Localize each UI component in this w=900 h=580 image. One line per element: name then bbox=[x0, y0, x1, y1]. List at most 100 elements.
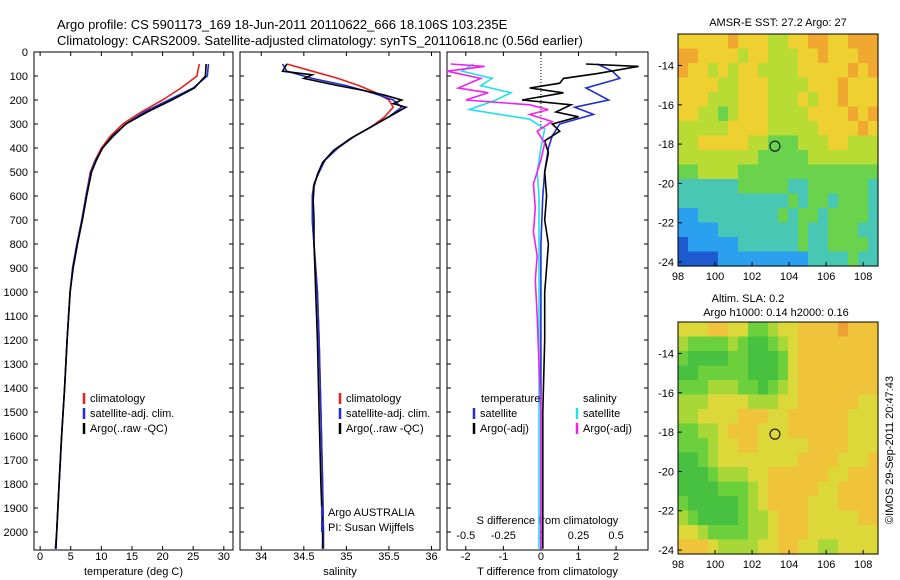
map-cell bbox=[858, 322, 869, 338]
map-cell bbox=[818, 222, 829, 238]
map-cell bbox=[738, 394, 749, 410]
x2-tick-label: 0.5 bbox=[608, 530, 623, 542]
series-line-satellite-adj-clim- bbox=[281, 63, 403, 549]
map-y-tick-label: -20 bbox=[658, 178, 674, 190]
map-cell bbox=[738, 150, 749, 166]
map-y-tick-label: -14 bbox=[658, 348, 674, 360]
map-cell bbox=[778, 135, 789, 151]
map-cell bbox=[808, 237, 819, 253]
map-cell bbox=[738, 193, 749, 209]
map-cell bbox=[698, 135, 709, 151]
map-cell bbox=[748, 481, 759, 497]
map-cell bbox=[748, 365, 759, 381]
map-cell bbox=[738, 121, 749, 137]
map-cell bbox=[848, 208, 859, 224]
map-cell bbox=[768, 237, 779, 253]
map-cell bbox=[688, 251, 699, 267]
map-cell bbox=[768, 481, 779, 497]
map-y-tick-label: -22 bbox=[658, 506, 674, 518]
map-title: Altim. SLA: 0.2 bbox=[712, 293, 785, 305]
map-cell bbox=[768, 179, 779, 195]
map-cell bbox=[698, 423, 709, 439]
map-cell bbox=[698, 481, 709, 497]
map-cell bbox=[758, 336, 769, 352]
map-cell bbox=[828, 48, 839, 64]
map-y-tick-label: -16 bbox=[658, 388, 674, 400]
map-cell bbox=[758, 510, 769, 526]
profile-panel-diff: -2 -1 0 1 2-0.5 -0.25 0 0.25 0.5S difference fro… bbox=[446, 51, 649, 578]
map-cell bbox=[798, 48, 809, 64]
x-tick-label: 34 bbox=[255, 551, 267, 563]
map-cell bbox=[868, 251, 879, 267]
map-cell bbox=[688, 179, 699, 195]
map-cell bbox=[758, 208, 769, 224]
map-cell bbox=[708, 423, 719, 439]
map-cell bbox=[848, 77, 859, 93]
map-cell bbox=[748, 150, 759, 166]
map-cell bbox=[788, 351, 799, 367]
map-x-tick-label: 100 bbox=[706, 271, 724, 283]
map-cell bbox=[858, 510, 869, 526]
map-cell bbox=[818, 525, 829, 541]
profile-panels: 0100200300400500600700800900100011001200… bbox=[4, 47, 649, 578]
map-cell bbox=[708, 467, 719, 483]
map-cell bbox=[828, 423, 839, 439]
map-cell bbox=[858, 121, 869, 137]
map-cell bbox=[868, 48, 879, 64]
map-cell bbox=[718, 106, 729, 122]
map-cell bbox=[738, 135, 749, 151]
map-cell bbox=[748, 496, 759, 512]
map-cell bbox=[748, 106, 759, 122]
map-cell bbox=[868, 222, 879, 238]
map-cell bbox=[808, 380, 819, 396]
map-cell bbox=[868, 63, 879, 79]
map-cell bbox=[868, 208, 879, 224]
map-cell bbox=[858, 77, 869, 93]
map-cell bbox=[678, 452, 689, 468]
map-cell bbox=[728, 77, 739, 93]
x2-tick-label: -0.5 bbox=[456, 530, 475, 542]
map-cell bbox=[788, 322, 799, 338]
map-cell bbox=[848, 164, 859, 180]
map-cell bbox=[728, 121, 739, 137]
map-cell bbox=[838, 121, 849, 137]
map-frame bbox=[677, 321, 879, 555]
map-cell bbox=[758, 322, 769, 338]
map-panels: 98 100 102 104 106 108 -14 -16 -18 -20 -22 -24 AMSR-… bbox=[658, 17, 879, 571]
map-cell bbox=[828, 351, 839, 367]
map-cell bbox=[748, 237, 759, 253]
map-cell bbox=[818, 164, 829, 180]
map-cell bbox=[788, 121, 799, 137]
map-cell bbox=[788, 135, 799, 151]
series-line-argo-raw-qc- bbox=[281, 63, 409, 549]
argo-credit-line: PI: Susan Wijffels bbox=[328, 522, 414, 534]
map-cell bbox=[778, 193, 789, 209]
map-cell bbox=[708, 251, 719, 267]
map-cell bbox=[798, 237, 809, 253]
map-cell bbox=[828, 150, 839, 166]
map-cell bbox=[828, 92, 839, 108]
map-subtitle: Argo h1000: 0.14 h2000: 0.16 bbox=[703, 307, 849, 319]
map-x-tick-label: 102 bbox=[743, 271, 761, 283]
map-cell bbox=[678, 423, 689, 439]
map-cell bbox=[718, 77, 729, 93]
profile-panel-sal: 34 34.5 35 35.5 36 salinity bbox=[239, 51, 441, 578]
map-cell bbox=[828, 438, 839, 454]
map-cell bbox=[788, 394, 799, 410]
map-cell bbox=[778, 394, 789, 410]
map-cell bbox=[848, 380, 859, 396]
map-cell bbox=[678, 496, 689, 512]
map-cell bbox=[868, 150, 879, 166]
map-cell bbox=[868, 179, 879, 195]
map-cell bbox=[818, 351, 829, 367]
map-cell bbox=[808, 193, 819, 209]
map-cell bbox=[718, 423, 729, 439]
depth-tick-label: 800 bbox=[10, 239, 28, 251]
map-cell bbox=[678, 322, 689, 338]
map-cell bbox=[798, 452, 809, 468]
map-cell bbox=[718, 92, 729, 108]
map-cell bbox=[678, 251, 689, 267]
map-cell bbox=[758, 63, 769, 79]
map-cell bbox=[678, 510, 689, 526]
map-y-tick-label: -18 bbox=[658, 139, 674, 151]
